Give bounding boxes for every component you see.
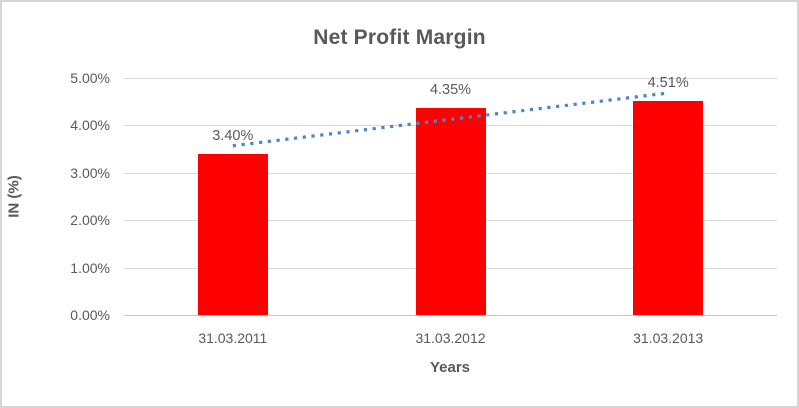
x-axis-title: Years <box>429 359 471 376</box>
y-tick-label: 1.00% <box>70 259 110 276</box>
chart-title: Net Profit Margin <box>313 26 486 49</box>
x-tick-label: 31.03.2012 <box>415 330 486 346</box>
gridline <box>124 77 777 79</box>
y-tick-label: 3.00% <box>70 164 110 181</box>
bar-value-label: 3.40% <box>212 127 254 144</box>
x-tick-label: 31.03.2011 <box>198 330 268 346</box>
bar-value-label: 4.51% <box>647 74 689 91</box>
y-tick-label: 0.00% <box>70 307 110 323</box>
bar-31.03.2013 <box>633 100 704 315</box>
bar-31.03.2012 <box>415 108 486 315</box>
y-tick-label: 5.00% <box>70 69 110 86</box>
bar-value-label: 4.35% <box>429 82 472 99</box>
y-tick-label: 4.00% <box>70 117 110 133</box>
y-tick-label: 2.00% <box>70 212 110 228</box>
bar-31.03.2011 <box>197 153 268 315</box>
x-tick-label: 31.03.2013 <box>633 330 704 346</box>
x-axis-line <box>124 315 777 316</box>
y-axis-title: IN (%) <box>5 175 23 218</box>
